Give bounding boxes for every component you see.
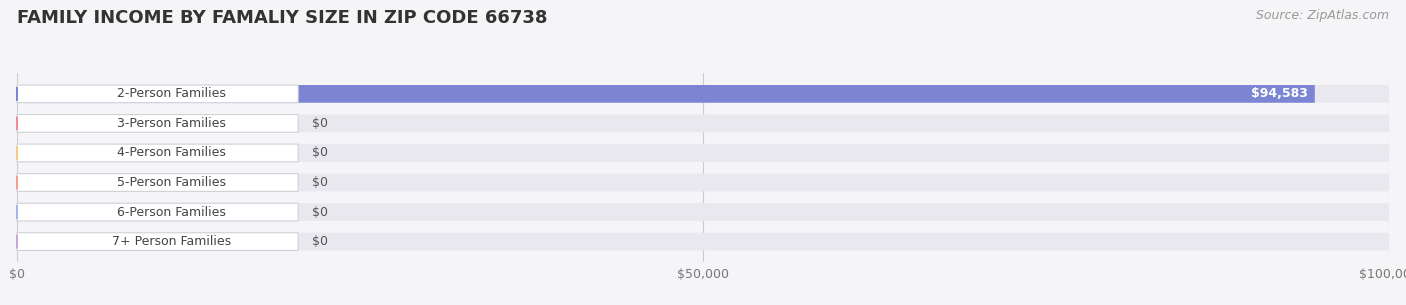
Text: 7+ Person Families: 7+ Person Families xyxy=(112,235,231,248)
FancyBboxPatch shape xyxy=(17,144,298,162)
Text: FAMILY INCOME BY FAMALIY SIZE IN ZIP CODE 66738: FAMILY INCOME BY FAMALIY SIZE IN ZIP COD… xyxy=(17,9,547,27)
FancyBboxPatch shape xyxy=(17,85,298,103)
Text: 3-Person Families: 3-Person Families xyxy=(117,117,226,130)
FancyBboxPatch shape xyxy=(17,174,298,192)
Text: $0: $0 xyxy=(312,206,328,219)
Text: 5-Person Families: 5-Person Families xyxy=(117,176,226,189)
FancyBboxPatch shape xyxy=(17,85,1315,103)
FancyBboxPatch shape xyxy=(17,203,1389,221)
FancyBboxPatch shape xyxy=(17,203,298,221)
Text: $0: $0 xyxy=(312,176,328,189)
FancyBboxPatch shape xyxy=(17,115,1389,132)
Text: $0: $0 xyxy=(312,117,328,130)
Text: 2-Person Families: 2-Person Families xyxy=(117,88,226,100)
Text: $94,583: $94,583 xyxy=(1251,88,1308,100)
FancyBboxPatch shape xyxy=(17,174,1389,192)
Text: 6-Person Families: 6-Person Families xyxy=(117,206,226,219)
FancyBboxPatch shape xyxy=(17,233,1389,250)
FancyBboxPatch shape xyxy=(17,233,298,250)
FancyBboxPatch shape xyxy=(17,144,1389,162)
Text: Source: ZipAtlas.com: Source: ZipAtlas.com xyxy=(1256,9,1389,22)
Text: $0: $0 xyxy=(312,235,328,248)
FancyBboxPatch shape xyxy=(17,85,1389,103)
Text: 4-Person Families: 4-Person Families xyxy=(117,146,226,160)
FancyBboxPatch shape xyxy=(17,115,298,132)
Text: $0: $0 xyxy=(312,146,328,160)
